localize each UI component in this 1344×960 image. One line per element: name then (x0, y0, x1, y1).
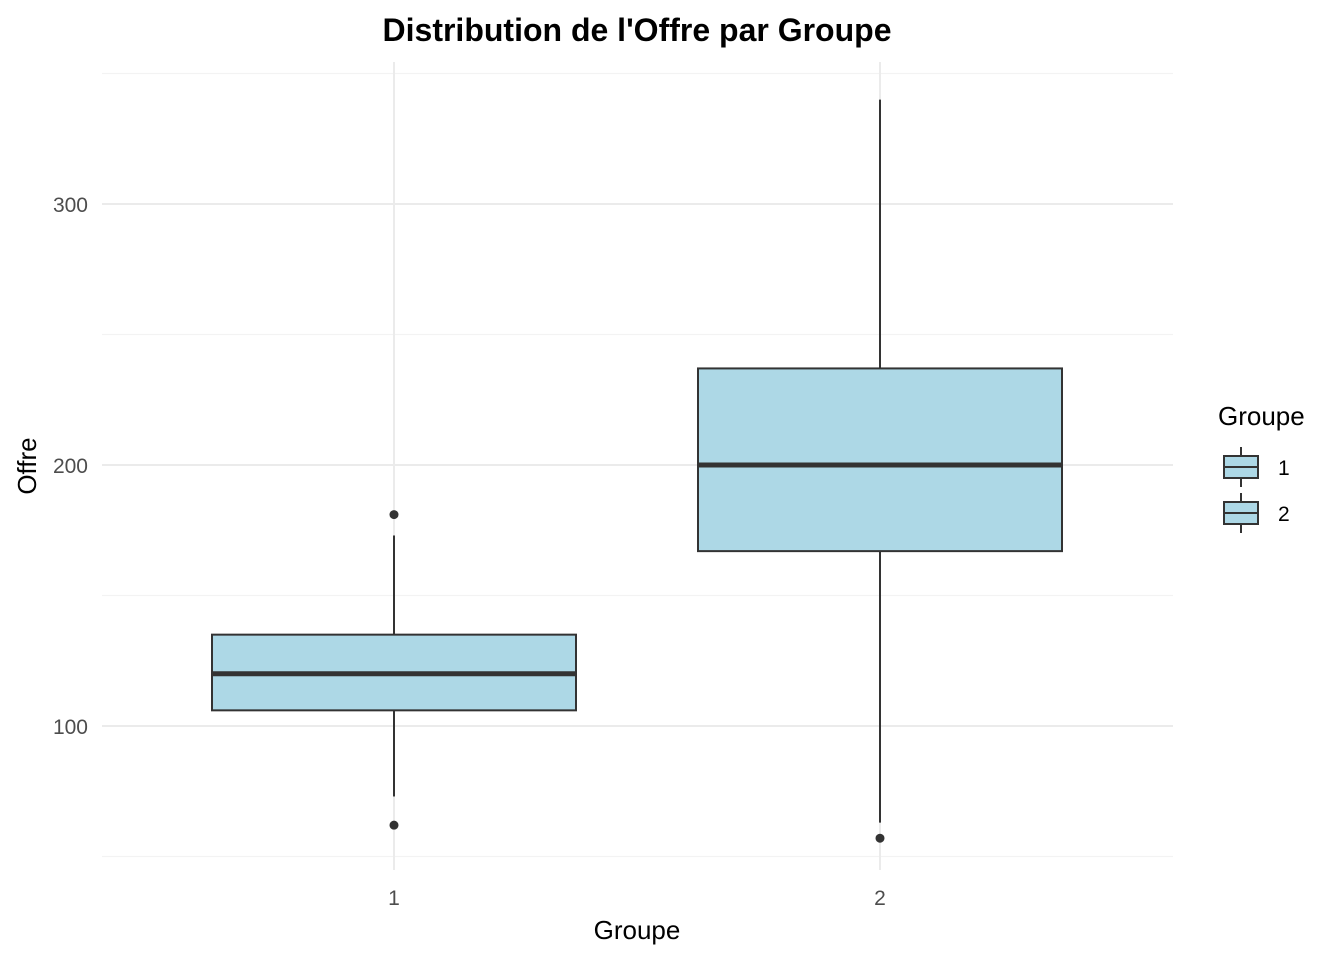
y-tick-label: 200 (53, 455, 88, 478)
legend-label: 1 (1278, 457, 1290, 480)
outlier-point (389, 510, 399, 520)
legend-entries: 12 (1223, 447, 1290, 533)
box-group-2 (697, 99, 1063, 843)
legend-label: 2 (1278, 503, 1290, 526)
chart-title: Distribution de l'Offre par Groupe (383, 12, 892, 48)
axis-tick-labels: 100 200 300 1 2 (53, 194, 886, 910)
outlier-point (389, 820, 399, 830)
box-iqr (697, 367, 1063, 553)
x-axis-title: Groupe (594, 915, 681, 945)
y-tick-label: 100 (53, 716, 88, 739)
boxplot-marks (211, 99, 1063, 843)
legend-entry-2: 2 (1223, 493, 1290, 533)
outlier-point (875, 833, 885, 843)
y-tick-label: 300 (53, 194, 88, 217)
box-group-1 (211, 510, 577, 830)
y-axis-title: Offre (12, 437, 42, 494)
x-tick-label: 2 (874, 887, 886, 910)
x-tick-label: 1 (388, 887, 400, 910)
legend: Groupe 12 (1218, 401, 1305, 533)
legend-title: Groupe (1218, 401, 1305, 431)
legend-entry-1: 1 (1223, 447, 1290, 487)
